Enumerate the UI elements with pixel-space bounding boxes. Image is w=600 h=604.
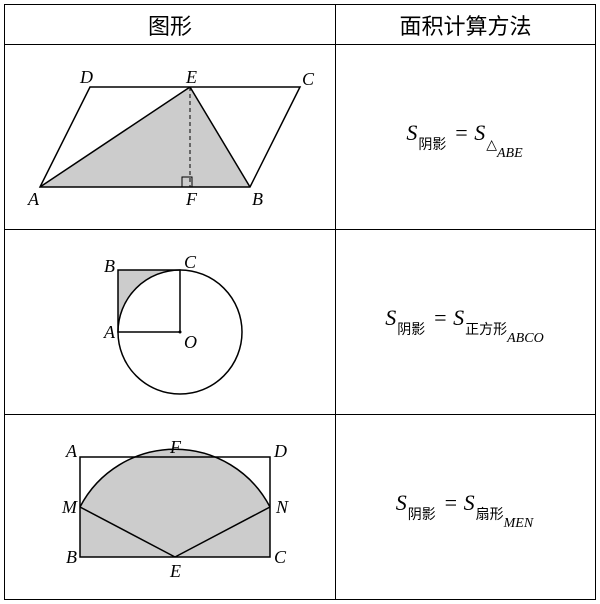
eq-lhs-sub: 阴影	[407, 508, 438, 523]
eq-rhs: S	[453, 305, 464, 330]
table-row: A B C O S阴影 = S正方形ABCO	[5, 230, 596, 415]
svg-text:E: E	[185, 67, 197, 87]
svg-text:M: M	[61, 497, 78, 517]
svg-text:D: D	[273, 441, 287, 461]
svg-text:B: B	[66, 547, 77, 567]
geometry-table: 图形 面积计算方法 A B C D E F S阴影 =	[4, 4, 596, 600]
table-row: A D C B E M N F S阴影 = S扇形MEN	[5, 415, 596, 600]
svg-text:C: C	[302, 69, 315, 89]
header-method: 面积计算方法	[335, 5, 595, 45]
svg-text:A: A	[65, 441, 78, 461]
svg-text:A: A	[103, 322, 116, 342]
eq-lhs: S	[406, 120, 417, 145]
eq-lhs: S	[385, 305, 396, 330]
formula-cell-2: S阴影 = S正方形ABCO	[335, 230, 595, 415]
svg-text:O: O	[184, 332, 197, 352]
header-figure: 图形	[5, 5, 336, 45]
rect-sector-diagram: A D C B E M N F	[10, 417, 330, 597]
eq-lhs-sub: 阴影	[417, 138, 448, 153]
svg-text:F: F	[169, 437, 182, 457]
parallelogram-diagram: A B C D E F	[10, 47, 330, 227]
svg-text:C: C	[184, 252, 197, 272]
eq-eq: =	[454, 120, 474, 145]
eq-eq: =	[443, 490, 463, 515]
svg-text:B: B	[104, 256, 115, 276]
eq-lhs: S	[396, 490, 407, 515]
svg-text:N: N	[275, 497, 289, 517]
square-circle-diagram: A B C O	[10, 232, 330, 412]
figure-cell-3: A D C B E M N F	[5, 415, 336, 600]
svg-text:A: A	[27, 189, 40, 209]
formula-cell-1: S阴影 = S△ABE	[335, 45, 595, 230]
figure-cell-1: A B C D E F	[5, 45, 336, 230]
eq-rhs: S	[464, 490, 475, 515]
figure-cell-2: A B C O	[5, 230, 336, 415]
table-row: A B C D E F S阴影 = S△ABE	[5, 45, 596, 230]
eq-eq: =	[433, 305, 453, 330]
eq-lhs-sub: 阴影	[396, 323, 427, 338]
svg-text:C: C	[274, 547, 287, 567]
svg-text:E: E	[169, 561, 181, 581]
svg-text:B: B	[252, 189, 263, 209]
svg-text:D: D	[79, 67, 93, 87]
eq-rhs: S	[474, 120, 485, 145]
formula-cell-3: S阴影 = S扇形MEN	[335, 415, 595, 600]
svg-text:F: F	[185, 189, 198, 209]
